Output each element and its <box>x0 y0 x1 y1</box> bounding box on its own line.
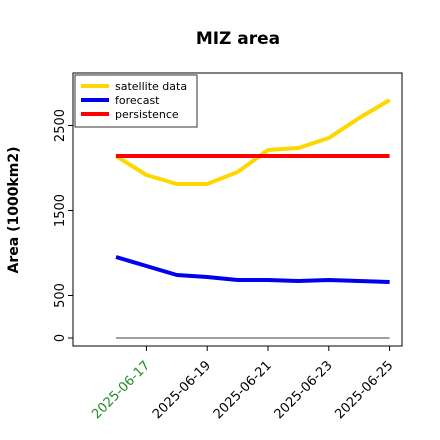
chart-title: MIZ area <box>196 29 280 49</box>
legend-label: forecast <box>115 94 160 107</box>
legend-label: persistence <box>115 108 179 121</box>
x-tick-label: 2025-06-23 <box>272 358 336 422</box>
x-tick-label: 2025-06-21 <box>211 358 275 422</box>
series-line <box>114 98 391 186</box>
y-tick-label: 500 <box>53 283 68 308</box>
plot-frame <box>72 72 403 347</box>
y-tick-label: 1500 <box>53 194 68 227</box>
series-line <box>115 255 390 284</box>
y-axis-label: Area (1000km2) <box>6 147 22 274</box>
x-tick-label: 2025-06-25 <box>332 358 396 422</box>
legend-label: satellite data <box>115 80 187 93</box>
y-tick-label: 0 <box>53 334 68 342</box>
y-tick-label: 2500 <box>53 109 68 142</box>
x-tick-label: 2025-06-19 <box>150 358 214 422</box>
x-tick-label: 2025-06-17 <box>89 358 153 422</box>
